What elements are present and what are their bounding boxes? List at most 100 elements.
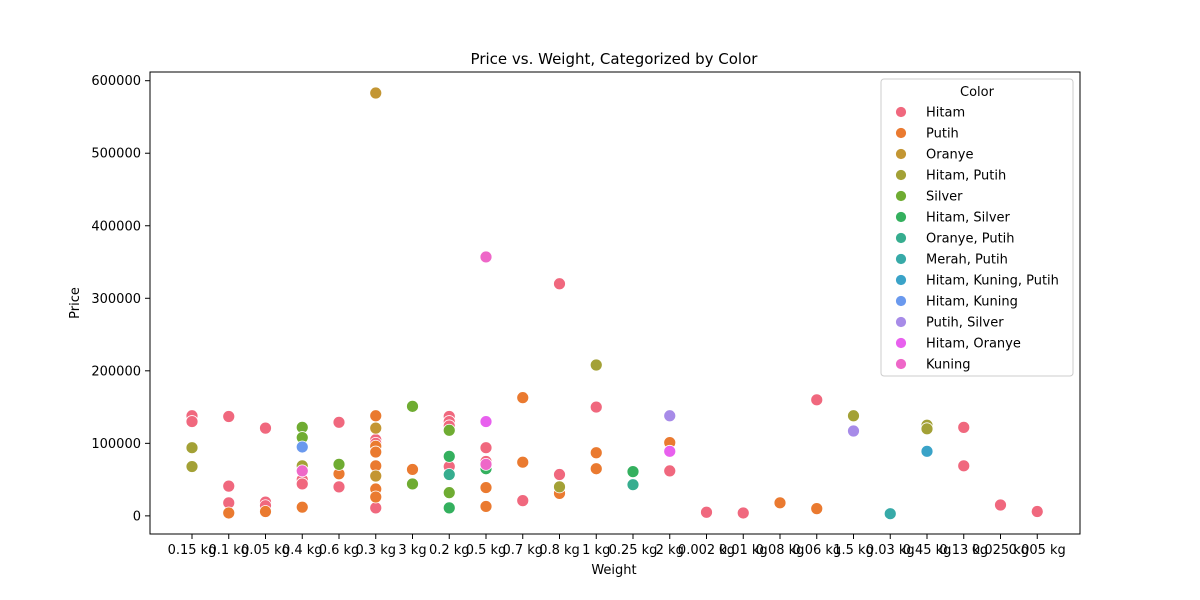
y-tick-label: 200000 <box>91 364 141 379</box>
x-tick-label: 2 kg <box>656 543 684 558</box>
plot-frame <box>149 71 1081 535</box>
x-tick-label: 0.2 kg <box>429 543 470 558</box>
legend-marker <box>895 274 907 286</box>
data-point <box>589 400 603 414</box>
y-tick-label: 100000 <box>91 437 141 452</box>
data-point <box>442 423 456 437</box>
legend-marker <box>895 295 907 307</box>
legend-label: Putih, Silver <box>926 316 1004 331</box>
data-point <box>479 457 493 471</box>
legend-marker <box>895 127 907 139</box>
x-tick-label: 0.1 kg <box>208 543 249 558</box>
x-tick-label: 0.15 kg <box>168 543 217 558</box>
x-tick-label: 0.08 kg <box>756 543 805 558</box>
data-point <box>259 505 272 518</box>
data-point <box>553 277 566 291</box>
legend-label: Merah, Putih <box>926 253 1008 268</box>
data-point <box>920 444 934 458</box>
data-point <box>479 500 493 513</box>
data-point <box>369 445 383 459</box>
axis-ticks: 0 100000 200000 300000 400000 500000 600000 0.1… <box>91 74 1065 558</box>
x-tick-label: 0.6 kg <box>319 543 360 558</box>
data-point <box>847 424 860 438</box>
legend-label: Hitam, Kuning <box>926 295 1018 310</box>
data-point <box>810 393 824 407</box>
data-point <box>332 457 346 471</box>
data-point <box>406 463 419 476</box>
data-point <box>773 496 787 510</box>
legend-label: Kuning <box>926 358 970 373</box>
data-point <box>700 505 713 519</box>
data-point <box>663 464 677 478</box>
data-point <box>369 469 383 483</box>
y-tick-label: 600000 <box>91 74 141 89</box>
x-tick-label: 0.01 kg <box>719 543 768 558</box>
x-axis-title: Weight <box>591 563 636 578</box>
legend-marker <box>895 253 907 265</box>
legend-marker <box>895 190 907 202</box>
data-point <box>185 441 199 455</box>
data-point <box>369 490 383 504</box>
data-point <box>957 420 971 434</box>
data-point <box>442 486 456 500</box>
x-tick-label: 0.13 kg <box>939 543 988 558</box>
x-tick-label: 1.5 kg <box>833 543 874 558</box>
data-point <box>516 494 530 508</box>
legend-label: Putih <box>926 127 959 142</box>
data-point <box>589 358 603 372</box>
data-point <box>847 409 860 423</box>
x-tick-label: 0.3 kg <box>355 543 396 558</box>
legend: Color Hitam Putih Oranye Hitam, Putih Silver… <box>880 78 1074 377</box>
y-tick-label: 300000 <box>91 292 141 307</box>
data-point <box>406 477 419 491</box>
data-point <box>663 444 677 458</box>
chart-title: Price vs. Weight, Categorized by Color <box>471 50 759 68</box>
data-point <box>295 500 309 514</box>
x-tick-label: 0.005 kg <box>1009 543 1066 558</box>
data-point <box>553 468 566 481</box>
data-point <box>369 86 383 100</box>
x-tick-label: 0.06 kg <box>792 543 841 558</box>
x-tick-label: 1 kg <box>582 543 610 558</box>
legend-label: Oranye, Putih <box>926 232 1015 247</box>
data-point <box>479 415 493 428</box>
y-tick-label: 500000 <box>91 147 141 162</box>
legend-label: Hitam, Silver <box>926 211 1011 226</box>
data-point <box>369 409 383 423</box>
data-point <box>810 502 824 516</box>
data-point <box>994 498 1007 512</box>
data-point <box>332 415 346 429</box>
x-tick-label: 0.7 kg <box>502 543 543 558</box>
data-point <box>479 481 493 494</box>
data-point <box>516 455 530 469</box>
data-point <box>185 415 199 428</box>
x-tick-label: 0.8 kg <box>539 543 580 558</box>
y-tick-label: 0 <box>133 509 141 524</box>
legend-label: Oranye <box>926 148 973 163</box>
data-point <box>295 464 309 478</box>
data-point <box>589 462 603 476</box>
legend-marker <box>895 232 907 244</box>
x-tick-label: 3 kg <box>398 543 426 558</box>
data-point <box>295 440 309 454</box>
legend-label: Silver <box>926 190 963 205</box>
data-point <box>1030 505 1044 518</box>
data-point <box>442 449 456 463</box>
data-point <box>442 468 456 481</box>
x-tick-label: 0.5 kg <box>466 543 507 558</box>
data-point <box>626 465 640 479</box>
legend-marker <box>895 169 907 181</box>
data-point <box>406 399 419 413</box>
x-tick-label: 0.25 kg <box>609 543 658 558</box>
legend-marker <box>895 337 907 349</box>
x-tick-label: 0.002 kg <box>678 543 735 558</box>
data-point <box>736 506 750 520</box>
data-point <box>442 501 456 515</box>
legend-marker <box>895 316 907 328</box>
y-axis-title: Price <box>68 287 83 319</box>
data-point <box>222 479 236 493</box>
x-tick-label: 0.05 kg <box>241 543 290 558</box>
x-tick-label: 0.4 kg <box>282 543 323 558</box>
